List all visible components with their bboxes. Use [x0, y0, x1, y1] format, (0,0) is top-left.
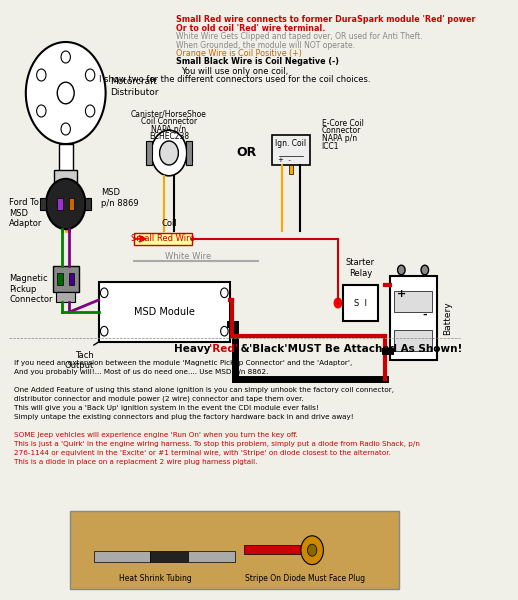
- Bar: [134, 233, 193, 245]
- Text: S  I: S I: [354, 298, 367, 307]
- Text: Small Red wire connects to former DuraSpark module 'Red' power: Small Red wire connects to former DuraSp…: [176, 16, 476, 25]
- Text: Stripe On Diode Must Face Plug: Stripe On Diode Must Face Plug: [245, 574, 365, 583]
- Text: MSD
p/n 8869: MSD p/n 8869: [101, 188, 138, 208]
- Text: Canister/HorseShoe: Canister/HorseShoe: [131, 109, 207, 118]
- Text: White Wire: White Wire: [165, 252, 211, 262]
- Text: Connector: Connector: [322, 126, 361, 135]
- Text: NAPA p/n: NAPA p/n: [151, 124, 186, 133]
- Bar: [394, 291, 432, 312]
- Text: Tach
Output: Tach Output: [65, 351, 94, 370]
- Bar: [188, 551, 235, 562]
- Circle shape: [151, 130, 187, 176]
- Circle shape: [61, 51, 70, 63]
- Text: ECHEC238: ECHEC238: [149, 131, 189, 140]
- Bar: [68, 198, 74, 210]
- Text: This is just a 'Quirk' in the engine wiring harness. To stop this problem, simpl: This is just a 'Quirk' in the engine wir…: [14, 441, 420, 447]
- Text: 'Red': 'Red': [209, 344, 238, 354]
- Text: Small Red Wire: Small Red Wire: [132, 234, 195, 244]
- Text: This will give you a 'Back Up' ignition system in the event the CDI module ever : This will give you a 'Back Up' ignition …: [14, 405, 319, 411]
- Bar: [85, 198, 91, 210]
- Circle shape: [61, 123, 70, 135]
- Bar: [70, 511, 399, 589]
- Text: ICC1: ICC1: [322, 142, 339, 151]
- Text: Coil Connector: Coil Connector: [141, 117, 197, 126]
- Text: You will use only one coil,: You will use only one coil,: [181, 67, 289, 76]
- Text: Starter
Relay: Starter Relay: [346, 259, 375, 278]
- Bar: [272, 135, 310, 165]
- Bar: [94, 551, 150, 562]
- Circle shape: [334, 298, 342, 308]
- Circle shape: [100, 288, 108, 298]
- Text: Heat Shrink Tubing: Heat Shrink Tubing: [119, 574, 191, 583]
- Text: +: +: [397, 289, 406, 299]
- Circle shape: [301, 536, 323, 565]
- Circle shape: [221, 288, 228, 298]
- Text: If you need an extension between the module 'Magnetic Pickup Connector' and the : If you need an extension between the mod…: [14, 360, 352, 366]
- Text: OR: OR: [236, 146, 256, 160]
- Bar: [343, 285, 378, 321]
- Text: MUST Be Attached As Shown!: MUST Be Attached As Shown!: [284, 344, 463, 354]
- Text: Orange Wire is Coil Positive (+): Orange Wire is Coil Positive (+): [176, 49, 302, 58]
- Bar: [150, 551, 188, 562]
- Circle shape: [421, 265, 428, 275]
- Text: One Added Feature of using this stand alone ignition is you can simply unhook th: One Added Feature of using this stand al…: [14, 387, 394, 393]
- Circle shape: [160, 141, 178, 165]
- Bar: [59, 144, 73, 171]
- Text: Ford To
MSD
Adaptor: Ford To MSD Adaptor: [9, 198, 43, 228]
- Circle shape: [37, 105, 46, 117]
- Bar: [54, 170, 78, 183]
- Circle shape: [100, 326, 108, 336]
- Text: NAPA p/n: NAPA p/n: [322, 134, 357, 143]
- Text: 276-1144 or equivlent in the 'Excite' or #1 terminal wire, with 'Stripe' on diod: 276-1144 or equivlent in the 'Excite' or…: [14, 450, 391, 456]
- Bar: [68, 273, 74, 285]
- Text: I show two for the different connectors used for the coil choices.: I show two for the different connectors …: [99, 75, 370, 84]
- Text: Coil: Coil: [161, 218, 177, 227]
- Bar: [56, 292, 75, 302]
- Bar: [394, 330, 432, 351]
- Text: MSD Module: MSD Module: [134, 307, 195, 317]
- Text: This is a diode in place on a replacment 2 wire plug harness pigtail.: This is a diode in place on a replacment…: [14, 459, 257, 465]
- Bar: [390, 276, 437, 360]
- Text: +  -: + -: [278, 157, 291, 163]
- Bar: [186, 141, 192, 165]
- Bar: [40, 198, 46, 210]
- Circle shape: [398, 265, 405, 275]
- Text: Simply untape the existing connectors and plug the factory hardware back in and : Simply untape the existing connectors an…: [14, 414, 354, 420]
- Circle shape: [57, 82, 74, 104]
- Text: Magnetic
Pickup
Connector: Magnetic Pickup Connector: [9, 274, 53, 304]
- Circle shape: [46, 179, 85, 229]
- Bar: [289, 165, 293, 174]
- Bar: [98, 282, 230, 342]
- Text: 'Black': 'Black': [249, 344, 287, 354]
- Bar: [52, 266, 79, 292]
- Text: Battery: Battery: [443, 301, 453, 335]
- Circle shape: [85, 69, 95, 81]
- Circle shape: [85, 105, 95, 117]
- Bar: [244, 545, 305, 554]
- Text: Or to old coil 'Red' wire terminal.: Or to old coil 'Red' wire terminal.: [176, 23, 325, 32]
- Bar: [147, 141, 152, 165]
- Text: And you probably will!... Most of us do need one.... Use MSD p/n 8862.: And you probably will!... Most of us do …: [14, 369, 268, 375]
- Bar: [57, 198, 63, 210]
- Text: &: &: [237, 344, 253, 354]
- Text: Heavy: Heavy: [174, 344, 214, 354]
- Text: distributor connector and module power (2 wire) connector and tape them over.: distributor connector and module power (…: [14, 396, 304, 402]
- Circle shape: [26, 42, 106, 144]
- Text: SOME Jeep vehicles will experience engine 'Run On' when you turn the key off.: SOME Jeep vehicles will experience engin…: [14, 432, 298, 438]
- Text: Ign. Coil: Ign. Coil: [276, 139, 307, 148]
- Text: When Grounded, the module will NOT operate.: When Grounded, the module will NOT opera…: [176, 40, 355, 49]
- Text: E-Core Coil: E-Core Coil: [322, 118, 364, 127]
- Bar: [57, 273, 63, 285]
- Circle shape: [221, 326, 228, 336]
- Text: Motorcraft
Distributor: Motorcraft Distributor: [110, 77, 159, 97]
- Text: White Wire Gets Clipped and taped over, OR used for Anti Theft.: White Wire Gets Clipped and taped over, …: [176, 32, 423, 41]
- Circle shape: [308, 544, 317, 556]
- Text: Small Black Wire is Coil Negative (-): Small Black Wire is Coil Negative (-): [176, 57, 339, 66]
- Text: -: -: [423, 310, 427, 320]
- Circle shape: [37, 69, 46, 81]
